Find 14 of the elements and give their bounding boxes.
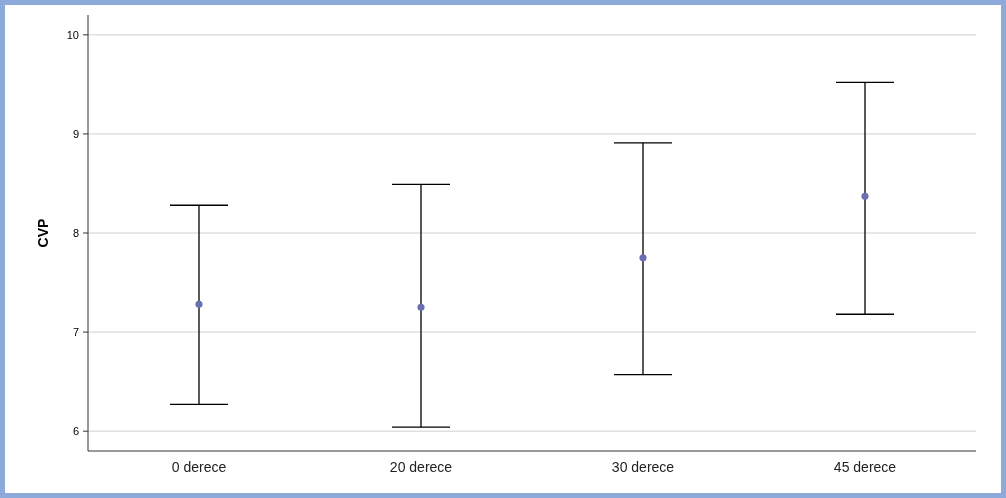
point (639, 254, 647, 262)
x-tick-label: 20 derece (389, 459, 453, 475)
point (417, 303, 425, 311)
point (195, 300, 203, 308)
x-tick-label: 30 derece (611, 459, 675, 475)
y-tick-label: 6 (72, 425, 79, 438)
y-tick-label: 7 (72, 325, 79, 338)
y-tick-label: 10 (66, 28, 79, 41)
y-axis-title: CVP (35, 218, 51, 248)
x-tick-label: 0 derece (171, 459, 227, 475)
x-tick-label: 45 derece (833, 459, 897, 475)
y-tick-label: 9 (72, 127, 79, 140)
y-tick-label: 8 (72, 226, 79, 239)
point (861, 192, 869, 200)
